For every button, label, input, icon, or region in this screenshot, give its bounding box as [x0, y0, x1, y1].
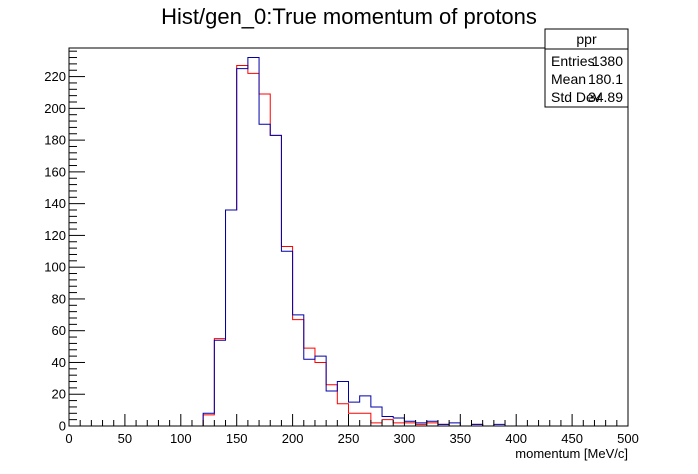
x-tick-label: 0: [65, 431, 72, 446]
plot-frame: [68, 47, 629, 427]
y-tick-label: 120: [44, 228, 66, 243]
y-tick-label: 180: [44, 133, 66, 148]
y-tick-label: 40: [52, 355, 66, 370]
stats-box-frame: [544, 28, 629, 108]
x-tick-label: 150: [226, 431, 248, 446]
stats-box-name: ppr: [576, 31, 597, 47]
stats-stddev-label: Std Dev: [551, 89, 601, 105]
x-tick-label: 200: [282, 431, 304, 446]
x-tick-label: 50: [118, 431, 132, 446]
stats-entries-label: Entries: [551, 53, 595, 69]
x-tick-label: 450: [561, 431, 583, 446]
series-0-line: [69, 64, 628, 427]
plot-area: [69, 57, 628, 427]
chart-title: Hist/gen_0:True momentum of protons: [161, 4, 537, 29]
y-tick-label: 140: [44, 196, 66, 211]
x-tick-label: 400: [505, 431, 527, 446]
x-axis-label: momentum [MeV/c]: [515, 446, 628, 461]
x-axis: 0 50 100 150 200 250 300 350 400 450 500: [65, 414, 639, 446]
series-1-line: [69, 57, 628, 427]
y-tick-label: 160: [44, 164, 66, 179]
y-tick-label: 100: [44, 260, 66, 275]
stats-mean-label: Mean: [551, 71, 586, 87]
x-tick-label: 250: [338, 431, 360, 446]
y-tick-label: 220: [44, 69, 66, 84]
y-tick-label: 200: [44, 101, 66, 116]
stats-stddev-value: 34.89: [588, 89, 623, 105]
x-tick-label: 350: [449, 431, 471, 446]
x-tick-label: 500: [617, 431, 639, 446]
y-tick-label: 60: [52, 323, 66, 338]
y-tick-label: 20: [52, 387, 66, 402]
stats-mean-value: 180.1: [588, 71, 623, 87]
y-axis: 0 20 40 60 80 100 120 140 160 180 200 220: [44, 50, 85, 434]
stats-box: ppr Entries 1380 Mean 180.1 Std Dev 34.8…: [544, 28, 629, 108]
stats-entries-value: 1380: [592, 53, 623, 69]
x-tick-label: 100: [170, 431, 192, 446]
y-tick-label: 0: [59, 419, 66, 434]
x-tick-label: 300: [394, 431, 416, 446]
y-tick-label: 80: [52, 291, 66, 306]
